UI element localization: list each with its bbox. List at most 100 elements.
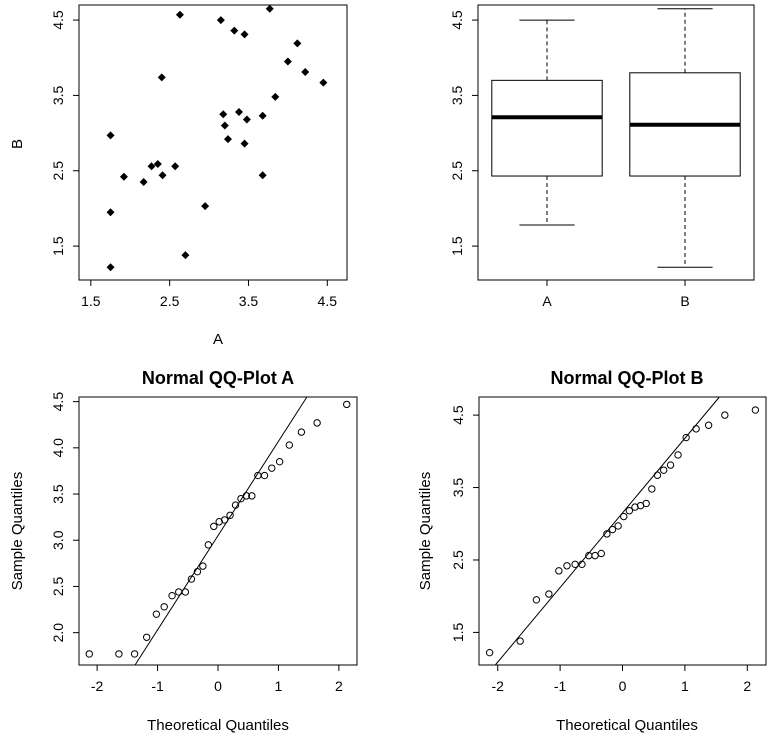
qq-b-y-axis: 1.5 2.5 3.5 4.5	[450, 405, 480, 642]
data-point	[297, 428, 306, 436]
scatter-panel: 1.5 2.5 3.5 4.5 1.5 2.5 3.5 4.5 A B	[9, 4, 348, 348]
data-point	[721, 411, 729, 419]
scatter-y-axis-label: B	[9, 139, 26, 149]
data-point	[258, 171, 267, 180]
scatter-y-tick-label: 1.5	[50, 236, 66, 256]
qq-a-y-tick-label: 2.5	[50, 577, 66, 597]
data-point	[187, 575, 196, 583]
data-point	[485, 648, 494, 657]
data-point	[563, 562, 571, 570]
qq-b-y-tick-label: 2.5	[450, 550, 466, 570]
data-point	[204, 541, 213, 549]
qq-a-reference-line	[134, 396, 308, 666]
data-point	[160, 603, 168, 611]
data-point	[648, 485, 656, 493]
scatter-x-tick-label: 2.5	[160, 293, 180, 309]
data-point	[115, 650, 123, 658]
data-point	[242, 115, 251, 124]
data-point	[516, 637, 524, 645]
qq-a-x-tick-label: 2	[335, 678, 343, 694]
qq-a-y-axis: 2.0 2.5 3.0 3.5 4.0 4.5	[50, 392, 80, 642]
qq-b-points	[485, 406, 760, 657]
data-point	[223, 135, 232, 144]
data-point	[620, 512, 628, 521]
qq-b-x-axis-label: Theoretical Quantiles	[556, 717, 698, 734]
scatter-x-axis-label: A	[213, 331, 223, 348]
qq-a-x-tick-label: 0	[214, 678, 222, 694]
qq-b-y-tick-label: 4.5	[450, 405, 466, 425]
qq-b-y-tick-label: 1.5	[450, 622, 466, 642]
qq-a-reference-line-group	[134, 396, 308, 666]
qq-b-x-tick-label: 0	[619, 678, 627, 694]
scatter-x-tick-label: 3.5	[239, 293, 259, 309]
boxplot-x-tick-label: A	[542, 293, 552, 309]
data-point	[301, 68, 310, 77]
data-point	[210, 522, 218, 531]
qq-b-y-tick-label: 3.5	[450, 478, 466, 498]
data-point	[343, 400, 351, 409]
data-point	[153, 159, 162, 168]
qq-b-x-tick-label: 2	[743, 678, 751, 694]
data-point	[653, 471, 662, 479]
boxplot-boxes	[491, 8, 741, 268]
data-point	[199, 562, 207, 570]
qq-b-panel: Normal QQ-Plot B -2 -1 0 1 2 1.5 2.5 3.5 4.5 Th…	[417, 368, 767, 734]
scatter-y-axis: 1.5 2.5 3.5 4.5	[50, 10, 80, 256]
data-point	[268, 464, 276, 472]
data-point	[240, 30, 249, 39]
data-point	[219, 110, 228, 119]
boxplot-x-tick-label: B	[680, 293, 689, 309]
data-point	[642, 499, 650, 508]
scatter-y-tick-label: 3.5	[50, 85, 66, 105]
qq-a-points	[85, 400, 351, 658]
data-point	[555, 567, 563, 575]
data-point	[106, 131, 115, 140]
scatter-y-tick-label: 2.5	[50, 161, 66, 181]
qq-a-x-tick-label: -1	[151, 678, 164, 694]
data-point	[139, 178, 148, 187]
qq-a-panel: Normal QQ-Plot A -2 -1 0 1 2 2.0 2.5 3.0 3.5 4.0…	[9, 368, 358, 734]
data-point	[181, 251, 190, 260]
data-point	[235, 107, 244, 116]
data-point	[265, 4, 274, 13]
data-point	[220, 516, 229, 524]
data-point	[258, 111, 267, 120]
data-point	[181, 588, 190, 596]
data-point	[704, 421, 713, 429]
boxplot-y-axis: 1.5 2.5 3.5 4.5	[449, 10, 479, 256]
qq-a-y-axis-label: Sample Quantiles	[9, 472, 26, 590]
data-point	[319, 78, 328, 87]
data-point	[283, 57, 292, 66]
data-point	[682, 433, 690, 442]
qq-a-x-tick-label: 1	[275, 678, 283, 694]
qq-b-x-tick-label: -2	[491, 678, 504, 694]
data-point	[674, 451, 682, 459]
data-point	[106, 263, 115, 272]
data-point	[608, 525, 617, 534]
data-point	[248, 492, 256, 500]
data-point	[201, 202, 210, 211]
data-point	[152, 610, 161, 618]
data-point	[271, 92, 280, 101]
data-point	[313, 419, 321, 427]
data-point	[171, 162, 180, 171]
data-point	[193, 567, 202, 576]
qq-a-title: Normal QQ-Plot A	[142, 368, 294, 388]
data-point	[158, 171, 167, 180]
data-point	[157, 73, 166, 82]
data-point	[260, 471, 269, 480]
data-point	[130, 650, 139, 658]
data-point	[106, 208, 115, 217]
data-point	[597, 549, 605, 558]
boxplot-y-tick-label: 1.5	[449, 236, 465, 256]
qq-a-y-tick-label: 4.5	[50, 392, 66, 412]
data-point	[175, 10, 184, 19]
qq-a-x-axis-label: Theoretical Quantiles	[147, 717, 289, 734]
data-point	[751, 406, 760, 414]
data-point	[142, 633, 151, 641]
data-point	[625, 507, 634, 515]
box-A	[491, 19, 603, 226]
data-point	[603, 530, 611, 538]
